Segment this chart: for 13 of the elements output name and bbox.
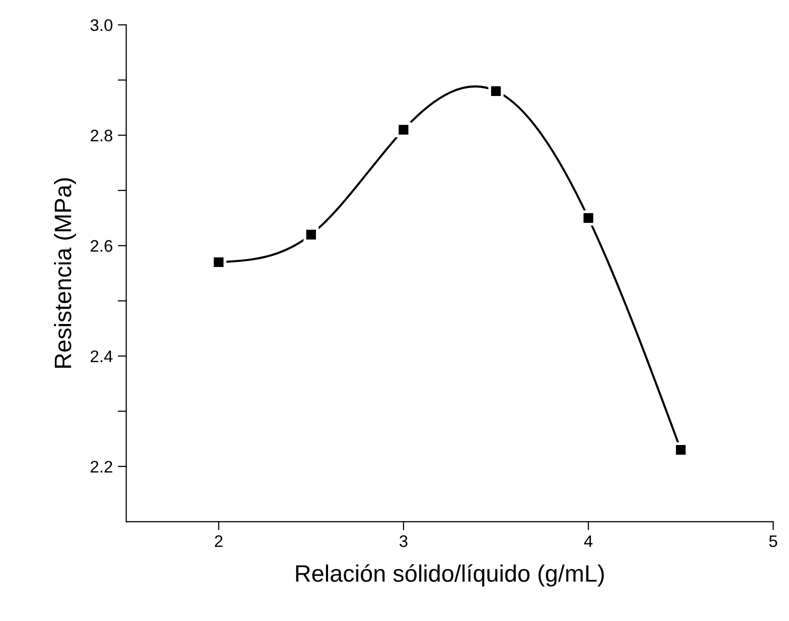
y-tick-label: 2.2 — [90, 460, 112, 472]
y-axis-title: Resistencia (MPa) — [54, 178, 76, 368]
x-tick-label: 3 — [400, 535, 408, 548]
y-tick-label: 2.6 — [90, 240, 112, 252]
x-tick-label: 4 — [584, 535, 593, 547]
x-axis-title: Relación sólido/líquido (g/mL) — [296, 564, 604, 587]
x-tick-label: 5 — [769, 535, 778, 548]
y-tick-label: 3.0 — [90, 19, 112, 32]
x-tick-label: 2 — [214, 535, 222, 547]
y-tick-label: 2.8 — [90, 130, 112, 142]
y-tick-label: 2.4 — [90, 350, 113, 362]
point — [303, 226, 319, 242]
point — [396, 122, 412, 138]
